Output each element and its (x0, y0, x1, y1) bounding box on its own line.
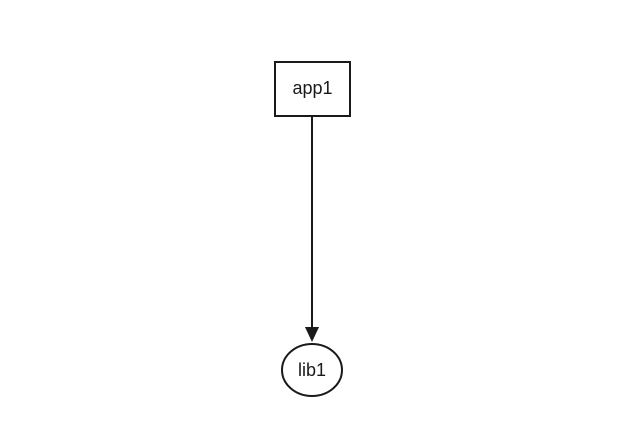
arrowhead-icon (305, 327, 319, 342)
node-app1[interactable]: app1 (274, 61, 351, 117)
node-lib1-label: lib1 (298, 360, 326, 380)
edge-app1-lib1 (305, 117, 319, 342)
node-lib1[interactable]: lib1 (281, 343, 343, 397)
node-lib1-ellipse (281, 343, 343, 397)
node-app1-box (274, 61, 351, 117)
node-app1-label: app1 (292, 78, 332, 98)
